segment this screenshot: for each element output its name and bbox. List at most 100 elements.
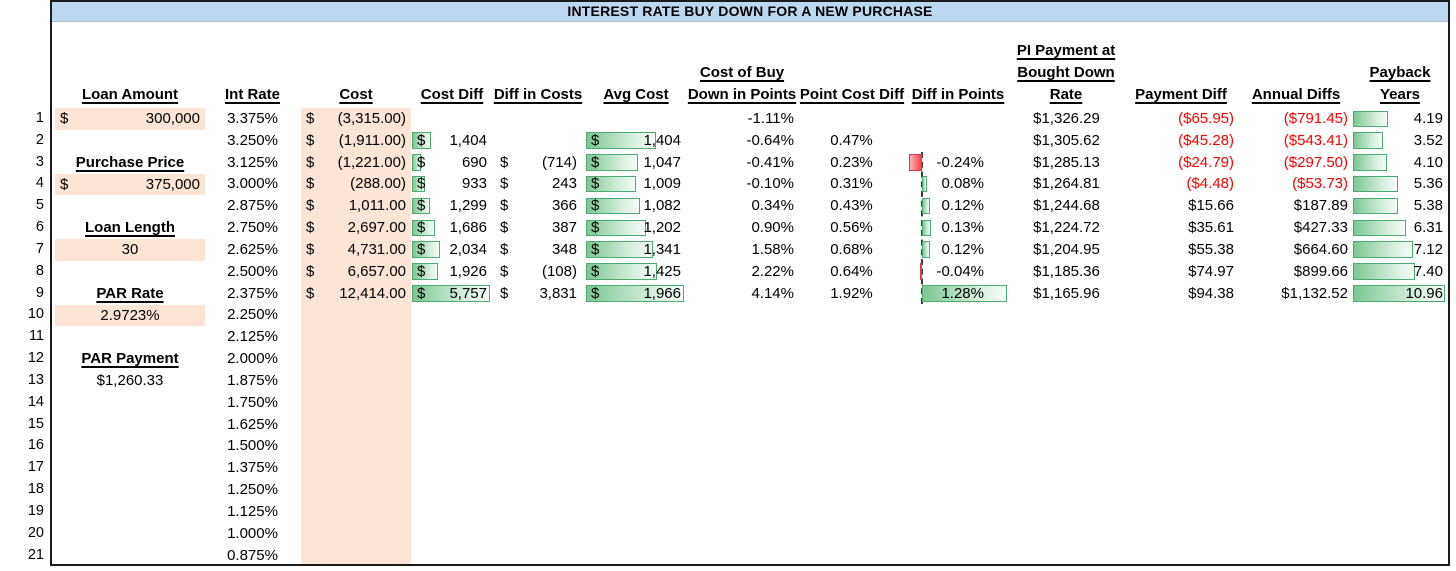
cell-pi-payment[interactable]: $1,264.81 — [1010, 173, 1123, 195]
cell-point-cost-diff[interactable]: 0.56% — [799, 217, 904, 239]
purchase-price-cell[interactable]: $ 375,000 — [55, 173, 205, 196]
cell-int-rate[interactable]: 2.125% — [227, 328, 278, 346]
cell-avg-cost[interactable]: $1,341 — [586, 239, 686, 261]
cell-int-rate[interactable]: 3.000% — [227, 175, 278, 193]
cell-diff-in-points[interactable]: 0.13% — [908, 217, 1008, 239]
cell-annual-diffs[interactable]: $664.60 — [1242, 239, 1350, 261]
cell-payment-diff[interactable]: $55.38 — [1126, 239, 1236, 261]
cell-diff-in-points[interactable]: 0.12% — [908, 239, 1008, 261]
cell-int-rate[interactable]: 1.375% — [227, 459, 278, 477]
cell-avg-cost[interactable]: $1,009 — [586, 173, 686, 195]
cell-cost-diff[interactable]: $690 — [412, 152, 492, 174]
cell-cost[interactable]: $6,657.00 — [301, 261, 411, 283]
cell-cost-diff[interactable]: $5,757 — [412, 283, 492, 305]
loan-amount-cell[interactable]: $ 300,000 — [55, 108, 205, 130]
cell-annual-diffs[interactable]: $1,132.52 — [1242, 283, 1350, 305]
cell-int-rate[interactable]: 3.375% — [227, 110, 278, 127]
cell-diff-in-costs[interactable]: $243 — [495, 173, 582, 195]
cell-diff-in-points[interactable]: -0.04% — [908, 261, 1008, 283]
cell-payback-years[interactable]: 6.31 — [1353, 217, 1447, 239]
cell-payment-diff[interactable]: ($45.28) — [1126, 130, 1236, 152]
cell-pi-payment[interactable]: $1,285.13 — [1010, 152, 1123, 174]
cell-pi-payment[interactable]: $1,305.62 — [1010, 130, 1123, 152]
cell-payment-diff[interactable]: $94.38 — [1126, 283, 1236, 305]
cell-buy-down-points[interactable]: 0.34% — [688, 195, 800, 217]
cell-avg-cost[interactable]: $1,425 — [586, 261, 686, 283]
cell-buy-down-points[interactable]: -0.41% — [688, 152, 800, 174]
cell-cost[interactable]: $12,414.00 — [301, 283, 411, 305]
cell-int-rate[interactable]: 2.250% — [227, 306, 278, 324]
cell-cost[interactable]: $2,697.00 — [301, 217, 411, 239]
cell-diff-in-costs[interactable]: $3,831 — [495, 283, 582, 305]
cell-annual-diffs[interactable]: ($791.45) — [1242, 108, 1350, 130]
cell-cost[interactable]: $ (288.00) — [301, 173, 411, 195]
cell-point-cost-diff[interactable]: 0.64% — [799, 261, 904, 283]
cell-point-cost-diff[interactable]: 0.31% — [799, 173, 904, 195]
cell-payment-diff[interactable]: ($65.95) — [1126, 108, 1236, 130]
cell-diff-in-points[interactable]: 1.28% — [908, 283, 1008, 305]
cell-payback-years[interactable]: 7.12 — [1353, 239, 1447, 261]
cell-diff-in-costs[interactable]: $ (714) — [495, 152, 582, 174]
cell-payback-years[interactable]: 5.38 — [1353, 195, 1447, 217]
cell-buy-down-points[interactable]: 4.14% — [688, 283, 800, 305]
cell-point-cost-diff[interactable]: 0.23% — [799, 152, 904, 174]
cell-cost[interactable]: $ (3,315.00) — [301, 108, 411, 130]
cell-diff-in-costs[interactable]: $366 — [495, 195, 582, 217]
cell-payback-years[interactable]: 10.96 — [1353, 283, 1447, 305]
cell-pi-payment[interactable]: $1,224.72 — [1010, 217, 1123, 239]
cell-diff-in-costs[interactable]: $ (108) — [495, 261, 582, 283]
cell-point-cost-diff[interactable]: 0.47% — [799, 130, 904, 152]
par-rate-cell[interactable]: 2.9723% — [55, 304, 205, 327]
cell-pi-payment[interactable]: $1,185.36 — [1010, 261, 1123, 283]
cell-annual-diffs[interactable]: $427.33 — [1242, 217, 1350, 239]
cell-annual-diffs[interactable]: ($53.73) — [1242, 173, 1350, 195]
cell-pi-payment[interactable]: $1,165.96 — [1010, 283, 1123, 305]
cell-point-cost-diff[interactable]: 0.68% — [799, 239, 904, 261]
cell-pi-payment[interactable]: $1,204.95 — [1010, 239, 1123, 261]
cell-int-rate[interactable]: 3.125% — [227, 153, 278, 171]
cell-payback-years[interactable]: 4.19 — [1353, 108, 1447, 130]
cell-avg-cost[interactable]: $1,082 — [586, 195, 686, 217]
cell-cost-diff[interactable]: $1,686 — [412, 217, 492, 239]
cell-annual-diffs[interactable]: $899.66 — [1242, 261, 1350, 283]
cell-payment-diff[interactable]: $74.97 — [1126, 261, 1236, 283]
cell-int-rate[interactable]: 2.625% — [227, 240, 278, 258]
cell-payment-diff[interactable]: ($24.79) — [1126, 152, 1236, 174]
cell-cost-diff[interactable]: $1,926 — [412, 261, 492, 283]
loan-length-cell[interactable]: 30 — [55, 239, 205, 261]
cell-int-rate[interactable]: 2.500% — [227, 262, 278, 280]
cell-buy-down-points[interactable]: 0.90% — [688, 217, 800, 239]
cell-buy-down-points[interactable]: 1.58% — [688, 239, 800, 261]
par-payment-cell[interactable]: $1,260.33 — [55, 370, 205, 392]
cell-cost[interactable]: $ (1,221.00) — [301, 152, 411, 174]
cell-buy-down-points[interactable]: -0.64% — [688, 130, 800, 152]
cell-int-rate[interactable]: 3.250% — [227, 131, 278, 149]
cell-cost-diff[interactable]: $2,034 — [412, 239, 492, 261]
cell-payback-years[interactable]: 5.36 — [1353, 173, 1447, 195]
cell-diff-in-points[interactable]: -0.24% — [908, 152, 1008, 174]
cell-cost[interactable]: $4,731.00 — [301, 239, 411, 261]
cell-int-rate[interactable]: 2.875% — [227, 197, 278, 215]
cell-diff-in-points[interactable]: 0.12% — [908, 195, 1008, 217]
cell-point-cost-diff[interactable]: 0.43% — [799, 195, 904, 217]
cell-buy-down-points[interactable]: 2.22% — [688, 261, 800, 283]
cell-payback-years[interactable]: 3.52 — [1353, 130, 1447, 152]
cell-avg-cost[interactable]: $1,966 — [586, 283, 686, 305]
cell-cost[interactable]: $ (1,911.00) — [301, 130, 411, 152]
cell-int-rate[interactable]: 1.000% — [227, 524, 278, 542]
cell-payment-diff[interactable]: ($4.48) — [1126, 173, 1236, 195]
cell-annual-diffs[interactable]: $187.89 — [1242, 195, 1350, 217]
cell-annual-diffs[interactable]: ($543.41) — [1242, 130, 1350, 152]
cell-int-rate[interactable]: 1.625% — [227, 415, 278, 433]
cell-int-rate[interactable]: 2.000% — [227, 350, 278, 368]
cell-int-rate[interactable]: 1.250% — [227, 481, 278, 499]
cell-pi-payment[interactable]: $1,244.68 — [1010, 195, 1123, 217]
cell-cost-diff[interactable]: $1,404 — [412, 130, 492, 152]
cell-int-rate[interactable]: 1.750% — [227, 393, 278, 411]
cell-cost[interactable]: $1,011.00 — [301, 195, 411, 217]
cell-int-rate[interactable]: 1.875% — [227, 371, 278, 389]
cell-cost-diff[interactable]: $933 — [412, 173, 492, 195]
cell-cost-diff[interactable]: $1,299 — [412, 195, 492, 217]
cell-int-rate[interactable]: 1.500% — [227, 437, 278, 455]
cell-avg-cost[interactable]: $1,202 — [586, 217, 686, 239]
